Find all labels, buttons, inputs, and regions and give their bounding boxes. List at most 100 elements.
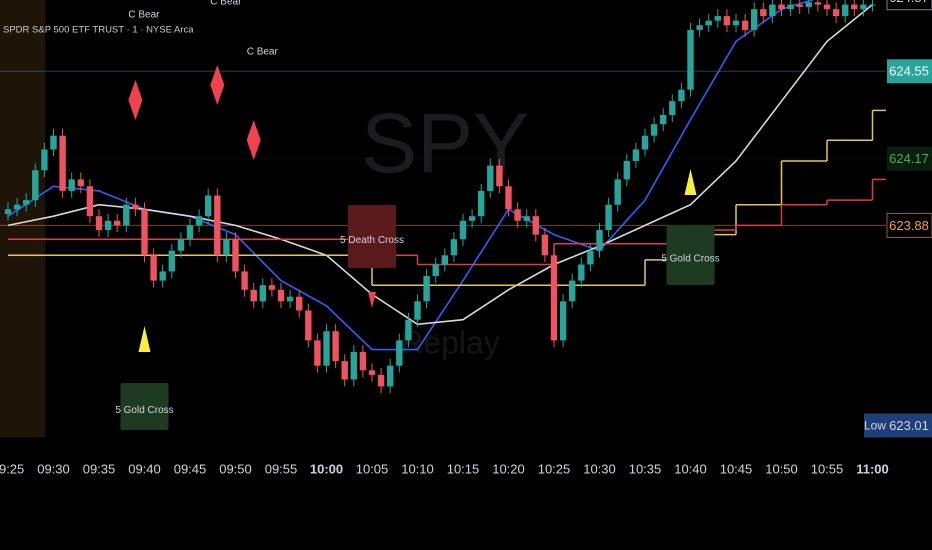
candle-body <box>459 220 467 240</box>
candle-body <box>123 204 130 226</box>
candle-body <box>13 204 21 210</box>
x-tick-label: 10:40 <box>674 461 707 476</box>
candle-body <box>614 179 621 205</box>
price-badge <box>886 212 932 238</box>
bear-marker <box>246 120 261 160</box>
x-tick-label: 10:55 <box>811 461 844 476</box>
price-label: 624.17 <box>889 151 929 166</box>
candle-body <box>751 9 758 30</box>
x-tick-label: 09:25 <box>0 461 24 476</box>
x-tick-label: 09:45 <box>174 461 207 476</box>
candle-body <box>50 135 57 150</box>
price-badge <box>887 413 932 438</box>
x-tick-label: 09:40 <box>128 461 161 476</box>
candle-body <box>705 20 712 26</box>
candle-body <box>723 16 731 26</box>
candle-body <box>268 285 276 290</box>
candle-body <box>842 4 849 17</box>
candle-body <box>223 239 230 256</box>
candle-body <box>332 331 339 362</box>
price-label: 623.88 <box>889 218 929 233</box>
candle-body <box>41 149 48 171</box>
replay-watermark: Replay <box>400 324 500 360</box>
candle-body <box>296 296 303 311</box>
candle-body <box>660 115 667 125</box>
candle-body <box>869 4 876 6</box>
candle-body <box>778 4 785 10</box>
candle-body <box>687 29 694 90</box>
candle-body <box>596 230 603 251</box>
annotation-label: C Bear <box>210 0 242 8</box>
candle-body <box>496 165 503 187</box>
candle-body <box>341 361 348 380</box>
candle-body <box>23 200 30 205</box>
candle-body <box>286 296 294 302</box>
x-tick-label: 10:10 <box>401 461 434 476</box>
candle-body <box>195 216 203 226</box>
candle-body <box>259 285 266 302</box>
candle-body <box>414 301 421 320</box>
price-badge <box>886 0 932 11</box>
candle-body <box>232 239 239 272</box>
x-tick-label: 10:35 <box>629 461 662 476</box>
cross-marker <box>138 326 151 352</box>
candle-body <box>787 4 794 10</box>
bear-marker <box>128 80 143 120</box>
candle-body <box>168 250 175 272</box>
candle-body <box>396 340 403 366</box>
candle-body <box>559 301 567 341</box>
candle-body <box>860 4 867 10</box>
candle-body <box>250 289 257 302</box>
candle-body <box>569 280 576 302</box>
candle-body <box>114 220 121 226</box>
candle-body <box>678 89 685 102</box>
candle-body <box>823 4 831 10</box>
candle-body <box>814 2 822 5</box>
x-tick-label: 09:30 <box>37 461 70 476</box>
x-tick-label: 10:45 <box>720 461 753 476</box>
candle-body <box>851 4 858 10</box>
x-tick-label: 10:00 <box>310 461 343 476</box>
candle-body <box>59 135 66 191</box>
candle-body <box>468 216 476 221</box>
annotation-label: 5 Death Cross <box>340 235 404 246</box>
candle-body <box>441 255 448 265</box>
candle-body <box>741 20 749 30</box>
candle-body <box>578 264 585 281</box>
candle-body <box>605 204 612 230</box>
candle-body <box>387 365 394 387</box>
price-tag: Low <box>864 419 886 433</box>
x-tick-label: 09:50 <box>219 461 252 476</box>
candle-body <box>77 179 84 187</box>
annotation-label: 5 Gold Cross <box>115 405 173 416</box>
moving-average <box>7 3 874 326</box>
candle-body <box>4 209 12 214</box>
annotation-box <box>348 205 396 268</box>
x-tick-label: 10:30 <box>583 461 616 476</box>
candle-body <box>186 225 194 240</box>
candle-body <box>95 216 103 230</box>
candle-body <box>159 271 166 281</box>
candle-body <box>550 255 558 341</box>
annotation-box <box>666 225 715 285</box>
candle-body <box>405 319 412 341</box>
candle-body <box>796 4 803 7</box>
x-tick-label: 09:35 <box>83 461 116 476</box>
candle-body <box>314 340 321 366</box>
candle-body <box>769 4 776 17</box>
candle-body <box>205 195 212 217</box>
candle-body <box>760 9 767 17</box>
annotation-box <box>120 383 169 430</box>
candle-body <box>214 195 221 256</box>
x-tick-label: 10:50 <box>765 461 798 476</box>
annotation-label: C Bear <box>128 10 160 21</box>
candle-body <box>350 351 357 380</box>
candle-body <box>478 190 485 217</box>
candle-body <box>104 220 112 230</box>
candle-body <box>432 264 439 276</box>
plot-area: C Bear C Bear C Bear 5 Gold Cross 5 Death Cr… <box>0 0 886 430</box>
candle-body <box>805 2 812 7</box>
candle-body <box>368 370 376 375</box>
